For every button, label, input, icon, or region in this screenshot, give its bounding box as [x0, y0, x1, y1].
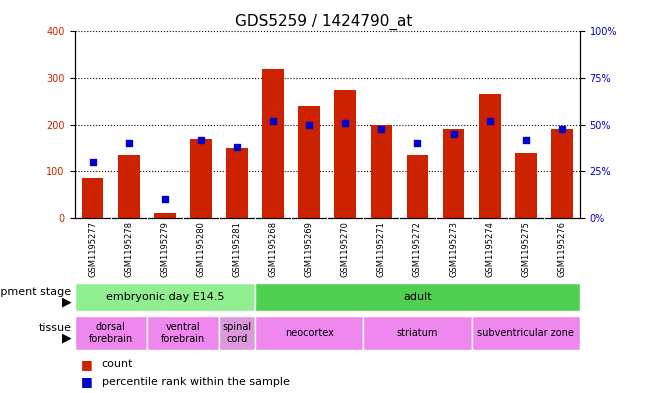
Bar	[75, 283, 255, 311]
Point	[124, 140, 134, 147]
Text: GSM1195279: GSM1195279	[160, 221, 169, 277]
Point	[159, 196, 170, 203]
Bar	[334, 90, 356, 218]
Text: percentile rank within the sample: percentile rank within the sample	[102, 377, 290, 387]
Text: GSM1195272: GSM1195272	[413, 221, 422, 277]
Text: ■: ■	[81, 375, 93, 389]
Text: adult: adult	[403, 292, 432, 302]
Text: GSM1195277: GSM1195277	[88, 221, 97, 277]
Point	[196, 136, 206, 143]
Bar	[364, 316, 472, 350]
Text: GSM1195278: GSM1195278	[124, 221, 133, 277]
Text: neocortex: neocortex	[284, 328, 334, 338]
Text: spinal
cord: spinal cord	[222, 322, 251, 344]
Point	[232, 144, 242, 150]
Bar	[226, 148, 248, 218]
Bar	[479, 94, 500, 218]
Point	[520, 136, 531, 143]
Bar	[551, 129, 573, 218]
Point	[304, 121, 314, 128]
Point	[557, 125, 567, 132]
Bar	[255, 316, 364, 350]
Text: GSM1195276: GSM1195276	[557, 221, 566, 277]
Text: GDS5259 / 1424790_at: GDS5259 / 1424790_at	[235, 14, 413, 30]
Text: ▶: ▶	[62, 331, 71, 344]
Bar	[82, 178, 104, 218]
Bar	[472, 316, 580, 350]
Text: tissue: tissue	[38, 323, 71, 333]
Bar	[371, 125, 392, 218]
Point	[87, 159, 98, 165]
Bar	[515, 153, 537, 218]
Text: GSM1195275: GSM1195275	[521, 221, 530, 277]
Text: GSM1195270: GSM1195270	[341, 221, 350, 277]
Text: embryonic day E14.5: embryonic day E14.5	[106, 292, 224, 302]
Point	[268, 118, 278, 124]
Point	[376, 125, 387, 132]
Point	[485, 118, 495, 124]
Text: striatum: striatum	[397, 328, 438, 338]
Bar	[219, 316, 255, 350]
Bar	[407, 155, 428, 218]
Text: count: count	[102, 359, 133, 369]
Text: GSM1195269: GSM1195269	[305, 221, 314, 277]
Point	[412, 140, 422, 147]
Point	[340, 120, 351, 126]
Bar	[75, 316, 146, 350]
Bar	[262, 69, 284, 218]
Text: GSM1195273: GSM1195273	[449, 221, 458, 277]
Text: ventral
forebrain: ventral forebrain	[161, 322, 205, 344]
Bar	[298, 106, 320, 218]
Text: GSM1195274: GSM1195274	[485, 221, 494, 277]
Text: ■: ■	[81, 358, 93, 371]
Text: GSM1195281: GSM1195281	[233, 221, 242, 277]
Text: development stage: development stage	[0, 287, 71, 297]
Bar	[154, 213, 176, 218]
Text: GSM1195280: GSM1195280	[196, 221, 205, 277]
Bar	[146, 316, 219, 350]
Bar	[443, 129, 465, 218]
Bar	[190, 139, 212, 218]
Bar	[255, 283, 580, 311]
Bar	[118, 155, 139, 218]
Point	[448, 131, 459, 137]
Text: subventricular zone: subventricular zone	[478, 328, 574, 338]
Text: ▶: ▶	[62, 295, 71, 308]
Text: GSM1195268: GSM1195268	[268, 221, 277, 277]
Text: dorsal
forebrain: dorsal forebrain	[89, 322, 133, 344]
Text: GSM1195271: GSM1195271	[377, 221, 386, 277]
